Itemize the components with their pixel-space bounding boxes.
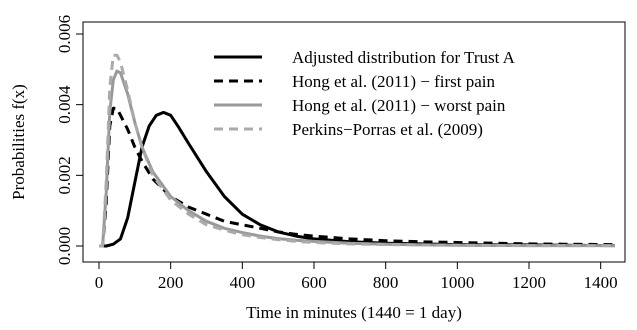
y-tick-label: 0.004 bbox=[55, 85, 74, 124]
x-axis: 0 200 400 600 800 1000 1200 1400 bbox=[95, 262, 618, 292]
legend-label: Hong et al. (2011) − first pain bbox=[292, 72, 495, 91]
x-tick-label: 200 bbox=[158, 273, 184, 292]
y-axis: 0.000 0.002 0.004 0.006 bbox=[55, 15, 83, 265]
legend: Adjusted distribution for Trust A Hong et… bbox=[214, 48, 516, 139]
x-tick-label: 0 bbox=[95, 273, 104, 292]
series-layer bbox=[99, 53, 616, 248]
legend-label: Hong et al. (2011) − worst pain bbox=[292, 96, 506, 115]
x-tick-label: 1000 bbox=[440, 273, 474, 292]
x-tick-label: 600 bbox=[301, 273, 327, 292]
x-tick-label: 1200 bbox=[512, 273, 546, 292]
x-axis-title: Time in minutes (1440 = 1 day) bbox=[246, 303, 462, 322]
y-axis-title: Probabilities f(x) bbox=[9, 84, 28, 200]
x-tick-label: 1400 bbox=[584, 273, 618, 292]
y-tick-label: 0.002 bbox=[55, 156, 74, 194]
y-tick-label: 0.006 bbox=[55, 15, 74, 53]
plot-frame bbox=[82, 21, 626, 263]
legend-label: Adjusted distribution for Trust A bbox=[292, 48, 516, 67]
x-tick-label: 400 bbox=[230, 273, 256, 292]
legend-label: Perkins−Porras et al. (2009) bbox=[292, 120, 483, 139]
series-line-2 bbox=[99, 106, 616, 248]
x-tick-label: 800 bbox=[373, 273, 399, 292]
y-tick-label: 0.000 bbox=[55, 227, 74, 265]
series-line-4 bbox=[99, 53, 615, 248]
